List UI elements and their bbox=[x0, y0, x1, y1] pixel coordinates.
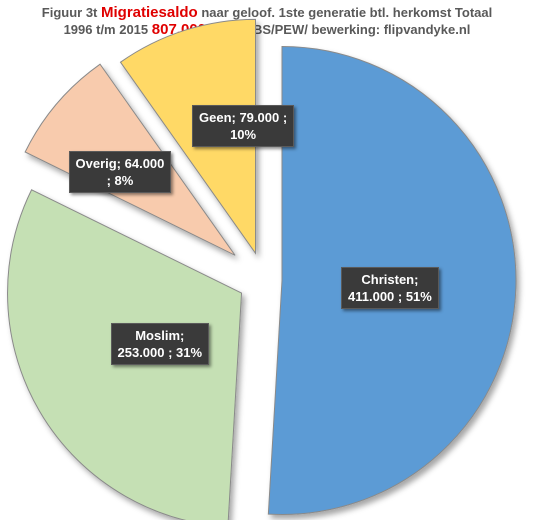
slice-label-name: Overig; 64.000 bbox=[75, 156, 165, 171]
slice-label-geen: Geen; 79.000 ; 10% bbox=[192, 105, 295, 147]
title-subtitle: naar geloof. 1ste generatie btl. herkoms… bbox=[201, 5, 493, 20]
slice-label-name: Moslim; bbox=[135, 328, 185, 343]
slice-label-name: Geen; 79.000 ; bbox=[199, 110, 288, 125]
slice-label-overig: Overig; 64.000 ; 8% bbox=[68, 151, 172, 193]
pie-slices bbox=[7, 18, 517, 520]
slice-label-moslim: Moslim; 253.000 ; 31% bbox=[110, 323, 210, 365]
slice-label-value: ; 8% bbox=[106, 173, 134, 188]
title-line-1: Figuur 3t Migratiesaldo naar geloof. 1st… bbox=[0, 4, 534, 21]
title-source: Bron CBS/PEW/ bewerking: flipvandyke.nl bbox=[209, 22, 471, 37]
slice-label-value: 253.000 ; 31% bbox=[117, 345, 203, 360]
title-period: 1996 t/m 2015 bbox=[63, 22, 149, 37]
title-figure-number: Figuur 3t bbox=[41, 5, 98, 20]
slice-label-value: 411.000 ; 51% bbox=[348, 289, 432, 304]
slice-label-value: 10% bbox=[230, 127, 257, 142]
pie-slice-geen bbox=[119, 18, 257, 255]
title-highlight: Migratiesaldo bbox=[101, 4, 198, 21]
chart-title: Figuur 3t Migratiesaldo naar geloof. 1st… bbox=[0, 4, 534, 38]
slice-label-christen: Christen; 411.000 ; 51% bbox=[341, 267, 439, 309]
slice-label-name: Christen; bbox=[361, 272, 419, 287]
title-line-2: 1996 t/m 2015 807.000 Bron CBS/PEW/ bewe… bbox=[0, 21, 534, 38]
